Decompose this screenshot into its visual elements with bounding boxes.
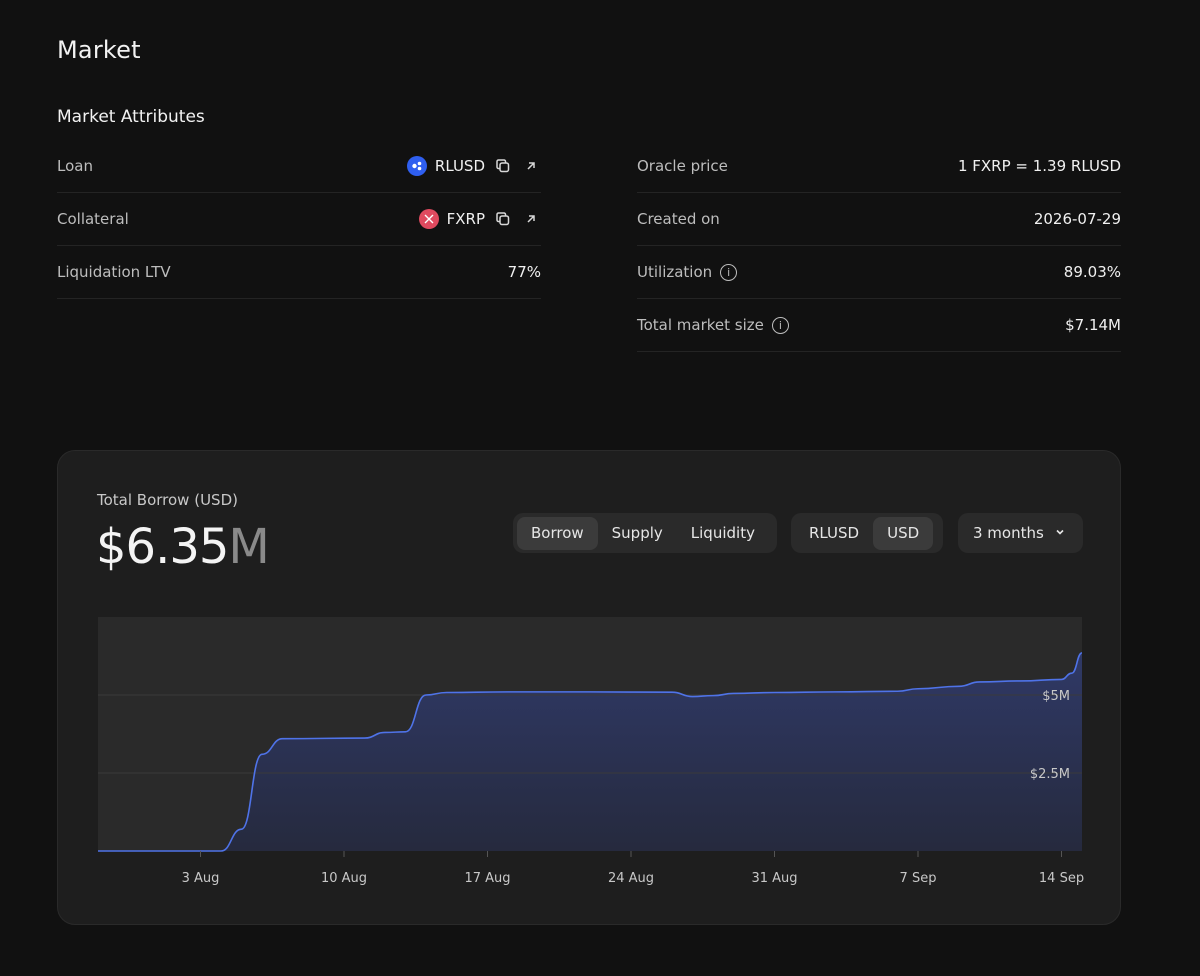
tab-usd[interactable]: USD [873,516,934,550]
tab-borrow[interactable]: Borrow [517,516,598,550]
attr-value: 1 FXRP = 1.39 RLUSD [957,157,1121,175]
attr-row-collateral: Collateral FXRP [57,193,541,246]
collateral-token: FXRP [418,209,541,229]
loan-token-symbol: RLUSD [434,157,485,175]
borrow-line [98,652,1083,852]
range-select[interactable]: 3 months [958,513,1083,553]
attr-row-utilization: Utilization i 89.03% [637,246,1121,299]
x-tick-label: 14 Sep [1039,871,1084,886]
total-borrow-number: $6.35 [96,519,229,575]
loan-token: RLUSD [406,156,541,176]
x-tick-label: 3 Aug [182,871,220,886]
external-link-icon[interactable] [521,156,541,176]
y-tick-label: $2.5M [1030,767,1070,782]
attr-label-with-info: Total market size i [637,316,789,334]
attr-label: Loan [57,157,93,175]
collateral-token-symbol: FXRP [446,210,485,228]
attr-label-text: Utilization [637,263,713,281]
attributes-left-column: Loan RLUSD Collateral FXRP [57,140,541,299]
attributes-right-column: Oracle price 1 FXRP = 1.39 RLUSD Created… [637,140,1121,352]
attr-row-liquidation-ltv: Liquidation LTV 77% [57,246,541,299]
x-tick-label: 10 Aug [321,871,367,886]
borrow-area-fill [98,652,1082,851]
range-select-value: 3 months [973,524,1044,542]
attr-row-oracle-price: Oracle price 1 FXRP = 1.39 RLUSD [637,140,1121,193]
tab-liquidity[interactable]: Liquidity [690,524,755,542]
currency-tabs: RLUSD USD [791,513,943,553]
attr-label-text: Total market size [637,316,764,334]
total-borrow-unit: M [228,519,269,575]
attr-value: $7.14M [1065,316,1121,334]
borrow-area-chart: $2.5M $5M 3 Aug 10 Aug 17 Aug 24 Aug 31 Aug 7 S… [98,617,1084,886]
x-tick-label: 7 Sep [900,871,937,886]
page-title: Market [57,36,141,64]
attr-value: 77% [507,263,541,281]
attr-label-with-info: Utilization i [637,263,738,281]
metric-tabs: Borrow Supply Liquidity [513,513,777,553]
x-tick-label: 31 Aug [751,871,797,886]
attr-value: 89.03% [1063,263,1121,281]
rlusd-token-icon [406,156,427,176]
attr-value: 2026-07-29 [1033,210,1121,228]
external-link-icon[interactable] [521,209,541,229]
attr-label: Liquidation LTV [57,263,171,281]
copy-icon[interactable] [493,156,513,176]
tab-rlusd[interactable]: RLUSD [809,524,860,542]
attr-label: Oracle price [637,157,728,175]
attr-row-total-market-size: Total market size i $7.14M [637,299,1121,352]
attr-row-loan: Loan RLUSD [57,140,541,193]
borrow-chart-card: Total Borrow (USD) $6.35M Borrow Supply … [57,450,1121,925]
copy-icon[interactable] [493,209,513,229]
fxrp-token-icon [418,209,439,229]
section-title: Market Attributes [57,107,205,127]
attr-label: Created on [637,210,720,228]
total-borrow-value: $6.35M [96,519,270,575]
tab-supply[interactable]: Supply [611,524,663,542]
chevron-down-icon [1054,524,1066,542]
x-tick-label: 24 Aug [608,871,654,886]
attr-row-created-on: Created on 2026-07-29 [637,193,1121,246]
info-icon[interactable]: i [771,316,789,334]
info-icon[interactable]: i [720,263,738,281]
y-tick-label: $5M [1042,689,1070,704]
attr-label: Collateral [57,210,129,228]
chart-card-label: Total Borrow (USD) [97,491,238,509]
x-tick-label: 17 Aug [464,871,510,886]
